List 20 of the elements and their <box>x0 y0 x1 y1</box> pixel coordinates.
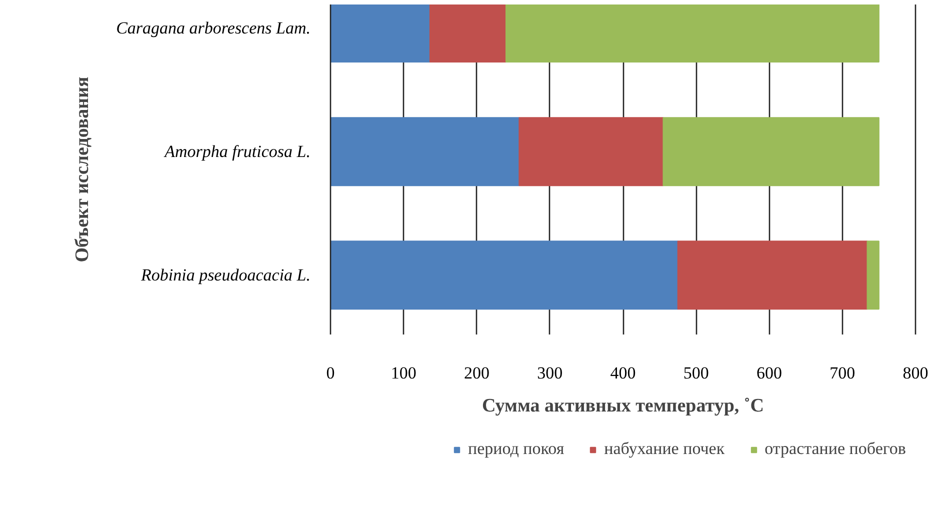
y-tick-label: Robinia pseudoacacia L. <box>140 266 311 285</box>
x-tick-label: 700 <box>830 364 856 382</box>
x-axis-title: Сумма активных температур, ˚С <box>482 396 764 416</box>
x-tick-label: 400 <box>610 364 636 382</box>
y-axis-title: Объект исследования <box>72 76 94 262</box>
x-tick-label: 100 <box>390 364 416 382</box>
bar <box>677 240 868 310</box>
y-tick-label: Amorpha fruticosa L. <box>164 142 311 162</box>
bar <box>866 240 880 310</box>
x-tick-label: 800 <box>902 364 928 382</box>
legend-label: отрастание побегов <box>764 439 906 459</box>
y-tick-label: Caragana arborescens Lam. <box>116 18 310 38</box>
bar <box>330 240 678 310</box>
legend-label: период покоя <box>468 439 564 459</box>
x-tick-label: 300 <box>537 364 563 382</box>
legend-label: набухание почек <box>604 439 725 459</box>
x-tick-label: 200 <box>464 364 490 382</box>
x-tick-label: 600 <box>756 364 782 382</box>
x-tick-label: 0 <box>326 364 335 382</box>
x-tick-label: 500 <box>683 364 709 382</box>
